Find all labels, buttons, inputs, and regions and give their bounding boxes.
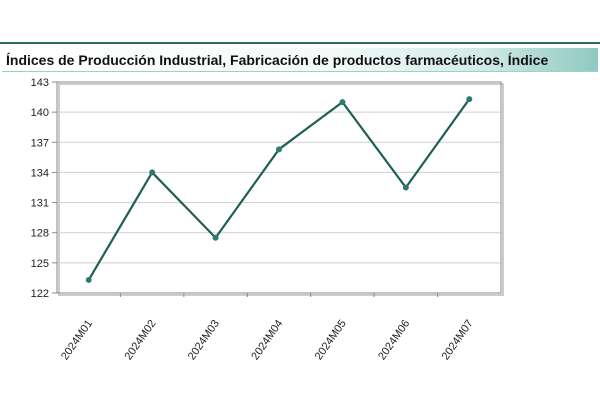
gridlines: [57, 81, 504, 296]
data-point[interactable]: [212, 234, 219, 241]
chart-title: Índices de Producción Industrial, Fabric…: [6, 52, 549, 68]
y-tick-label: 143: [31, 77, 49, 89]
y-tick-label: 128: [31, 228, 49, 240]
data-point[interactable]: [402, 184, 409, 191]
plot-area: [56, 81, 502, 294]
top-rule: [0, 42, 600, 44]
x-tick-label: 2024M03: [186, 318, 222, 362]
series-line: [87, 98, 471, 281]
x-tick-label: 2024M02: [122, 318, 158, 362]
x-axis-ticks: 2024M01 2024M02 2024M03 2024M04 2024M05 2024M…: [59, 293, 476, 362]
x-tick-label: 2024M06: [376, 318, 412, 362]
data-point[interactable]: [339, 99, 346, 106]
y-tick-label: 137: [31, 137, 49, 149]
y-tick-label: 134: [31, 167, 49, 179]
y-axis-ticks: 122 125 128 131 134 137 140 143: [31, 77, 57, 300]
y-tick-label: 122: [31, 288, 49, 300]
x-tick-label: 2024M05: [313, 318, 349, 362]
x-tick-label: 2024M07: [440, 318, 476, 362]
data-point[interactable]: [149, 169, 156, 176]
y-tick-label: 131: [31, 198, 49, 210]
data-point[interactable]: [466, 96, 473, 103]
x-tick-label: 2024M04: [249, 318, 285, 362]
series: [85, 96, 473, 283]
x-tick-label: 2024M01: [59, 318, 95, 362]
data-point[interactable]: [85, 276, 92, 283]
y-tick-label: 125: [31, 258, 49, 270]
plot-shadow: [58, 83, 504, 296]
chart-title-bar: Índices de Producción Industrial, Fabric…: [2, 48, 598, 72]
data-point[interactable]: [276, 146, 282, 153]
y-tick-label: 140: [31, 107, 49, 119]
